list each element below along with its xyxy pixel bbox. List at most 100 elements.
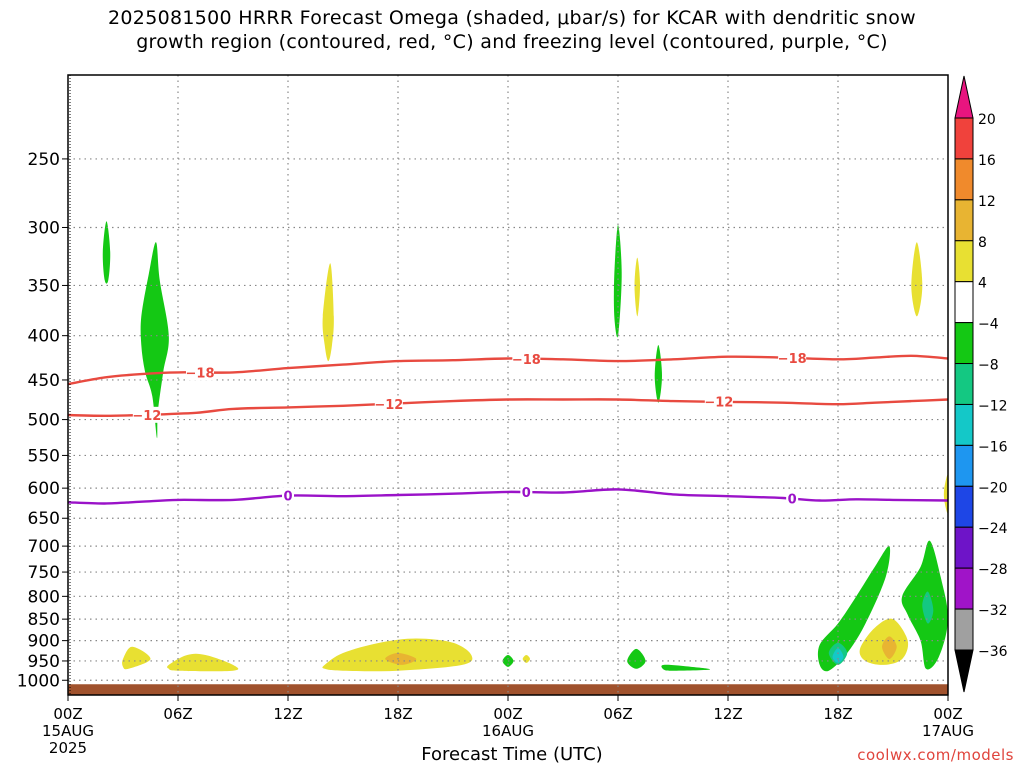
omega-region [882, 636, 897, 659]
y-tick-label: 750 [28, 563, 60, 583]
x-tick-label: 00Z [933, 705, 962, 723]
contour-label-bg [374, 395, 403, 412]
omega-region [385, 653, 417, 665]
x-tick-date-label: 16AUG [482, 722, 534, 740]
colorbar-swatch [954, 608, 974, 651]
y-tick-label: 500 [28, 411, 60, 431]
y-tick-label: 850 [28, 610, 60, 630]
colorbar-swatch [954, 199, 974, 242]
colorbar-swatch [954, 567, 974, 610]
contour-label: 0 [283, 490, 292, 505]
contour-label: −18 [186, 366, 215, 381]
x-tick-label: 18Z [823, 705, 852, 723]
colorbar-label: −4 [978, 317, 999, 333]
contour-label: 0 [522, 486, 531, 501]
x-tick-year-label: 2025 [49, 739, 87, 757]
y-tick-label: 950 [28, 652, 60, 672]
y-tick-label: 400 [28, 327, 60, 347]
y-tick-label: 450 [28, 371, 60, 391]
title-line-2: growth region (contoured, red, °C) and f… [136, 31, 888, 53]
x-tick-date-label: 17AUG [922, 722, 974, 740]
y-tick-label: 650 [28, 509, 60, 529]
omega-region [654, 345, 662, 403]
contour-label-bg [786, 490, 799, 507]
omega-region [122, 646, 151, 670]
ground-layer [68, 684, 948, 695]
colorbar-label: −16 [978, 439, 1008, 455]
y-tick-label: 1000 [17, 671, 60, 691]
colorbar-label: 8 [978, 235, 987, 251]
contour-layer: −18 −18 −18 −12 −12 −12 0 0 0 [67, 349, 949, 508]
omega-region [522, 655, 530, 663]
y-tick-label: 300 [28, 218, 60, 238]
colorbar-swatch [954, 485, 974, 528]
omega-region [817, 545, 891, 672]
grid-layer [68, 75, 948, 695]
ground-fill [68, 684, 948, 695]
colorbar-swatch [954, 322, 974, 365]
colorbar-label: −12 [978, 398, 1008, 414]
omega-region [634, 257, 640, 317]
y-tick-label: 700 [28, 537, 60, 557]
contour-label: 0 [788, 493, 797, 508]
x-tick-label: 00Z [53, 705, 82, 723]
y-tick-label: 800 [28, 587, 60, 607]
omega-region [922, 591, 934, 624]
omega-region [322, 263, 334, 362]
contour-label-bg [512, 350, 541, 367]
x-tick-label: 18Z [383, 705, 412, 723]
colorbar-label: −24 [978, 521, 1008, 537]
x-tick-label: 00Z [493, 705, 522, 723]
contour-label: −12 [132, 409, 161, 424]
chart-title: 2025081500 HRRR Forecast Omega (shaded, … [0, 6, 1024, 54]
colorbar-swatch [954, 240, 974, 283]
omega-region [911, 242, 923, 317]
plot-border [67, 74, 949, 696]
omega-shading-layer [102, 221, 948, 672]
omega-region [627, 648, 646, 669]
colorbar-top-arrow [954, 75, 974, 119]
y-tick-label: 600 [28, 479, 60, 499]
x-axis-label: Forecast Time (UTC) [421, 744, 603, 765]
omega-region [102, 221, 111, 284]
contour-label-bg [778, 349, 807, 366]
colorbar-label: 16 [978, 153, 996, 169]
omega-region [167, 653, 239, 672]
colorbar-swatch [954, 363, 974, 405]
omega-region [140, 242, 169, 439]
contour-label-bg [282, 487, 294, 504]
colorbar-label: −36 [978, 644, 1008, 660]
colorbar-swatch [954, 281, 974, 324]
contour-label-bg [520, 484, 533, 501]
contour-line [67, 488, 949, 505]
colorbar-label: −20 [978, 480, 1008, 496]
axis-labels-layer: 2503003504004505005506006507007508008509… [17, 150, 974, 757]
contour-label-bg [132, 406, 161, 423]
omega-region [943, 474, 948, 514]
contour-label: −12 [704, 396, 733, 411]
colorbar-label: 20 [978, 112, 996, 128]
contour-label-bg [186, 364, 214, 381]
y-tick-label: 350 [28, 276, 60, 296]
omega-region [832, 648, 844, 663]
colorbar: 20 16 12 8 4 −4 −8 −12 −16 −20 −24 −28 −32 −36 [954, 75, 1008, 693]
colorbar-swatch [954, 403, 974, 446]
y-tick-label: 250 [28, 150, 60, 170]
y-tick-label: 550 [28, 446, 60, 466]
x-tick-date-label: 15AUG [42, 722, 94, 740]
omega-region [613, 225, 622, 338]
x-tick-label: 06Z [163, 705, 192, 723]
y-tick-label: 900 [28, 632, 60, 652]
contour-line [67, 354, 949, 386]
colorbar-label: −32 [978, 603, 1008, 619]
contour-label: −18 [512, 353, 541, 368]
colorbar-swatch [954, 444, 974, 487]
colorbar-swatch [954, 117, 974, 160]
contour-line [67, 398, 949, 418]
colorbar-bottom-arrow [954, 649, 974, 693]
colorbar-label: 12 [978, 194, 996, 210]
title-line-1: 2025081500 HRRR Forecast Omega (shaded, … [108, 7, 916, 29]
x-tick-label: 12Z [273, 705, 302, 723]
